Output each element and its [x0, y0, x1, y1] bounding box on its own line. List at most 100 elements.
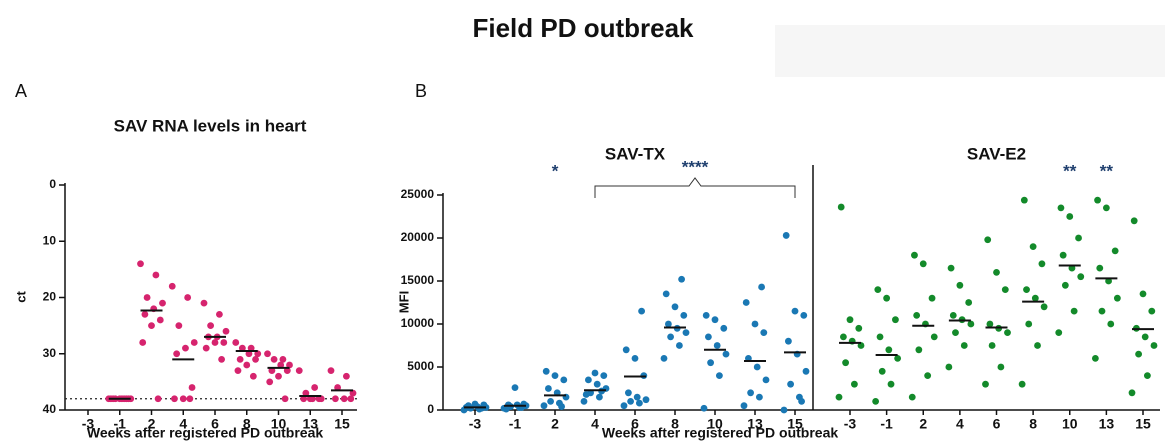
- data-point: [760, 329, 768, 336]
- data-point: [956, 281, 964, 289]
- data-point: [216, 310, 223, 318]
- y-tick-label: 10000: [401, 316, 435, 330]
- data-point: [332, 395, 339, 403]
- data-point: [1059, 251, 1067, 259]
- data-point: [245, 350, 253, 358]
- data-point: [837, 203, 845, 211]
- data-point: [593, 380, 601, 388]
- data-point: [1038, 260, 1046, 268]
- data-point: [349, 389, 357, 397]
- significance: *: [552, 161, 559, 180]
- data-point: [855, 324, 863, 332]
- data-point: [636, 399, 643, 407]
- data-point: [967, 320, 975, 328]
- data-point: [283, 367, 291, 375]
- data-point: [1094, 196, 1101, 204]
- data-point: [545, 385, 552, 392]
- data-point: [1098, 307, 1106, 315]
- data-point: [642, 396, 650, 404]
- data-point: [1018, 380, 1026, 388]
- x-axis-label: Weeks after registered PD outbreak: [602, 425, 838, 441]
- data-point: [988, 342, 996, 349]
- data-point: [171, 395, 178, 403]
- data-point: [159, 299, 166, 307]
- y-tick-label: 20: [43, 290, 57, 304]
- y-tick-label: 25000: [401, 187, 435, 201]
- x-tick-label: 2: [148, 416, 156, 432]
- data-point: [547, 398, 554, 405]
- data-point: [152, 271, 160, 279]
- data-point: [742, 299, 750, 306]
- data-point: [179, 395, 187, 403]
- data-point: [156, 316, 164, 324]
- data-point: [238, 344, 246, 352]
- data-point: [1150, 342, 1158, 349]
- data-point: [840, 333, 847, 341]
- y-tick-label: 0: [427, 402, 434, 416]
- data-point: [785, 337, 792, 345]
- data-point: [252, 355, 259, 363]
- y-tick-label: 10: [43, 233, 57, 247]
- data-point: [540, 402, 548, 410]
- data-point: [207, 322, 215, 330]
- data-point: [780, 406, 788, 414]
- data-point: [270, 355, 278, 363]
- data-point: [758, 283, 765, 291]
- data-point: [582, 391, 590, 398]
- data-point: [200, 299, 208, 307]
- y-axis-label: ct: [13, 291, 28, 303]
- figure-title: Field PD outbreak: [472, 13, 694, 43]
- data-point: [798, 398, 805, 405]
- x-tick-label: 8: [243, 416, 251, 432]
- data-point: [141, 310, 149, 318]
- data-point: [190, 339, 198, 346]
- data-point: [982, 380, 989, 388]
- x-axis-label: Weeks after registered PD outbreak: [87, 425, 323, 441]
- x-tick-label: 4: [956, 416, 964, 432]
- data-point: [306, 395, 314, 403]
- data-point: [1102, 204, 1110, 212]
- data-point: [137, 260, 144, 268]
- data-point: [281, 395, 289, 403]
- data-point: [625, 389, 632, 397]
- data-point: [232, 339, 240, 346]
- data-point: [311, 384, 319, 391]
- data-point: [236, 355, 244, 363]
- data-point: [175, 322, 183, 330]
- data-point: [334, 384, 341, 391]
- data-point: [1148, 307, 1156, 315]
- data-point: [148, 322, 155, 330]
- data-point: [243, 361, 251, 369]
- data-point: [600, 372, 608, 379]
- data-point: [997, 363, 1005, 371]
- data-point: [702, 312, 710, 319]
- data-point: [762, 376, 770, 384]
- data-point: [1034, 342, 1041, 349]
- data-point: [631, 355, 639, 362]
- data-point: [740, 402, 748, 410]
- data-point: [139, 339, 147, 346]
- data-point: [671, 303, 679, 311]
- data-point: [327, 367, 335, 375]
- y-tick-label: 30: [43, 346, 57, 360]
- x-tick-label: 10: [707, 416, 723, 432]
- data-point: [254, 350, 262, 358]
- panel-letter: B: [415, 81, 427, 101]
- data-point: [842, 359, 849, 367]
- significance: **: [1063, 161, 1077, 180]
- data-point: [1096, 264, 1104, 272]
- data-point: [275, 372, 282, 380]
- x-tick-label: 13: [302, 416, 318, 432]
- data-point: [542, 367, 550, 375]
- data-point: [471, 400, 479, 408]
- data-point: [722, 350, 730, 358]
- x-tick-label: -1: [114, 416, 127, 432]
- background-box: [775, 25, 1165, 77]
- data-point: [945, 363, 953, 371]
- data-point: [1111, 247, 1119, 255]
- data-point: [143, 294, 151, 301]
- data-point: [682, 329, 690, 336]
- data-point: [1061, 281, 1069, 289]
- data-point: [846, 316, 854, 324]
- data-point: [885, 346, 893, 354]
